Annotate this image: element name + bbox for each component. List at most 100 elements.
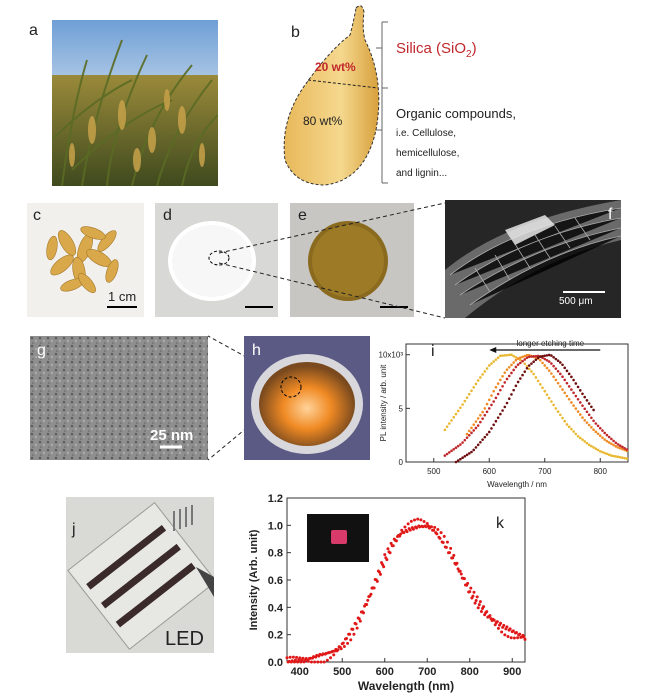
chart-k-series-point — [408, 528, 412, 532]
chart-i-series-1-point — [585, 421, 589, 424]
chart-i-series-0-point — [479, 376, 482, 379]
chart-el-spectrum: 400 500 600 700 800 900 0.0 0.2 0.4 0.6 0.8 1.0 1.2 W… — [248, 493, 527, 693]
chart-k-series-point — [306, 659, 310, 663]
rice-husk-photo — [27, 203, 144, 317]
chart-i-series-2-point — [574, 394, 578, 398]
chart-k-series-point — [288, 655, 292, 659]
chart-i-series-3-point — [576, 385, 580, 389]
chart-i-series-0-point — [539, 383, 542, 386]
chart-i-series-1-point — [576, 410, 580, 413]
chart-i-series-1-point — [607, 441, 611, 444]
sem-image — [445, 200, 621, 318]
chart-k-series-point — [471, 594, 475, 598]
chart-i-series-2-point — [570, 388, 573, 391]
chart-k-series-point — [298, 656, 302, 660]
organic-line-1: Organic compounds, — [396, 106, 516, 121]
chart-i-series-3-point — [503, 405, 507, 409]
chart-i-series-1-point — [572, 404, 575, 407]
chart-i-series-0-point — [554, 407, 558, 410]
chart-i-series-3-point — [505, 401, 509, 405]
chart-i-series-2-point — [445, 452, 449, 456]
chart-i-series-0-point — [452, 415, 456, 419]
chart-i-series-1-point — [505, 368, 509, 371]
chart-i-series-1-point — [514, 358, 518, 362]
chart-i-series-1-point — [554, 378, 558, 382]
chart-i-series-2-point — [490, 403, 493, 407]
chart-i-series-1-point — [558, 385, 562, 388]
chart-i-series-2-point — [552, 364, 555, 368]
panel-label-j: j — [72, 521, 76, 538]
chart-i-series-0-point — [485, 367, 489, 370]
chart-i-series-3-point — [563, 366, 567, 370]
chart-i-series-3-point — [519, 377, 522, 380]
panel-label-k: k — [496, 515, 504, 532]
chart-k-series-point — [409, 519, 413, 523]
chart-i-series-0-point — [574, 432, 578, 436]
chart-i-series-0-point — [487, 364, 491, 367]
chart-k-series-point — [285, 656, 289, 660]
chart-i-series-2-point — [625, 448, 629, 451]
chart-i-series-1-point — [592, 428, 595, 432]
chart-i-series-2-point — [563, 378, 567, 382]
chart-i-series-2-point — [623, 446, 626, 450]
chart-i-series-3-point — [541, 354, 544, 358]
chart-i-series-3-point — [523, 370, 527, 373]
chart-i-series-0-point — [447, 422, 451, 425]
chart-k-y-tick-label: 0.8 — [268, 548, 283, 560]
chart-i-series-2-point — [558, 372, 562, 376]
chart-i-series-2-point — [610, 437, 613, 441]
chart-k-series-point — [509, 636, 513, 640]
chart-k-series-point — [433, 525, 437, 529]
chart-i-series-1-point — [479, 413, 482, 417]
chart-k-series-point — [479, 610, 483, 614]
chart-i-series-3-point — [512, 388, 515, 392]
chart-i-series-0-point — [490, 362, 493, 365]
chart-k-series-point — [336, 648, 340, 652]
chart-i-series-0-point — [545, 393, 549, 396]
chart-i-series-0-point — [543, 389, 547, 393]
chart-k-xlabel: Wavelength (nm) — [358, 679, 454, 693]
chart-i-series-2-point — [616, 443, 620, 446]
chart-i-series-1-point — [474, 420, 478, 423]
chart-i-series-2-point — [556, 369, 560, 373]
chart-k-series-point — [358, 619, 362, 623]
chart-k-series-point — [316, 660, 320, 664]
chart-k-series-point — [379, 572, 382, 576]
chart-i-series-2-point — [565, 381, 569, 385]
chart-k-series-point — [372, 586, 376, 590]
chart-k-series-point — [436, 527, 440, 531]
chart-k-series-point — [355, 626, 359, 630]
chart-i-series-3-point — [539, 355, 542, 358]
chart-i-series-3-point — [470, 450, 473, 454]
chart-i-series-2-point — [614, 441, 618, 445]
chart-i-series-0-point — [583, 440, 587, 443]
chart-i-series-1-point — [581, 416, 584, 419]
chart-k-series-point — [438, 536, 442, 540]
chart-i-series-3-point — [578, 389, 582, 392]
chart-k-series-point — [469, 586, 473, 590]
chart-k-series-point — [505, 625, 509, 629]
chart-k-series-point — [357, 617, 361, 621]
chart-k-series-point — [478, 600, 482, 604]
chart-i-series-3-point — [558, 361, 562, 364]
rice-field-photo — [52, 20, 218, 186]
chart-i-series-0-point — [581, 438, 584, 441]
chart-k-series-point — [342, 644, 346, 648]
chart-k-series-point — [456, 567, 460, 571]
chart-i-series-1-point — [587, 423, 591, 427]
chart-i-series-3-point — [592, 408, 595, 412]
chart-i-series-1-point — [519, 356, 522, 360]
chart-k-series-point — [346, 641, 350, 645]
chart-i-series-2-point — [543, 357, 547, 361]
chart-i-series-3-point — [583, 395, 587, 399]
chart-i-series-0-point — [450, 419, 453, 422]
chart-i-series-2-point — [547, 360, 551, 363]
chart-k-series-point — [451, 556, 455, 560]
chart-k-series-point — [500, 630, 504, 634]
chart-k-series-point — [391, 544, 395, 548]
chart-i-series-3-point — [467, 452, 471, 455]
organic-line-3: hemicellulose, — [396, 148, 460, 159]
chart-k-series-point — [485, 610, 489, 614]
chart-i-series-0-point — [510, 353, 513, 357]
chart-i-x-tick-label: 500 — [427, 467, 441, 476]
